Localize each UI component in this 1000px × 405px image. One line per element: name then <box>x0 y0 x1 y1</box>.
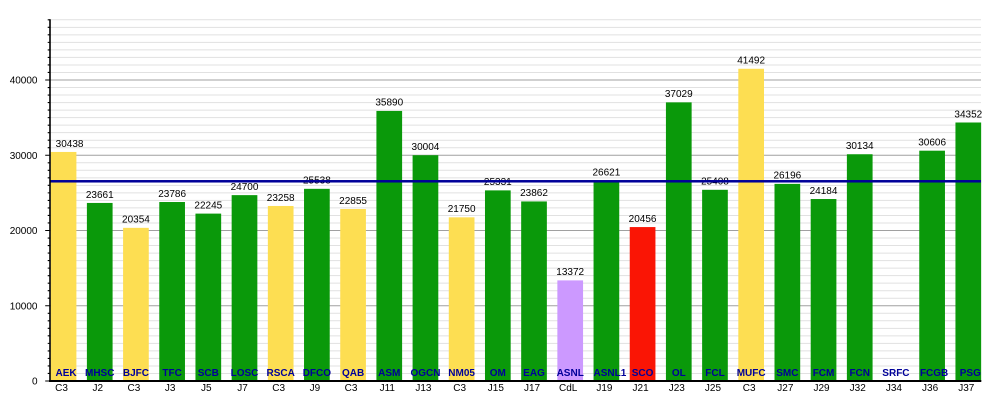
svg-text:ASM: ASM <box>378 368 400 379</box>
svg-text:OGCN: OGCN <box>410 368 440 379</box>
svg-text:TFC: TFC <box>162 368 181 379</box>
svg-text:10000: 10000 <box>10 301 38 312</box>
svg-text:22855: 22855 <box>339 196 367 207</box>
svg-text:J5: J5 <box>201 383 212 394</box>
svg-text:20354: 20354 <box>122 215 150 226</box>
svg-text:26196: 26196 <box>773 171 801 182</box>
svg-text:30438: 30438 <box>56 139 84 150</box>
svg-text:30004: 30004 <box>412 142 440 153</box>
svg-text:DFCO: DFCO <box>303 368 332 379</box>
svg-text:41492: 41492 <box>737 56 765 67</box>
svg-text:24700: 24700 <box>231 182 259 193</box>
svg-text:J36: J36 <box>922 383 939 394</box>
svg-text:J2: J2 <box>92 383 103 394</box>
svg-text:SRFC: SRFC <box>882 368 909 379</box>
svg-text:23786: 23786 <box>158 189 186 200</box>
svg-text:RSCA: RSCA <box>267 368 295 379</box>
svg-text:23661: 23661 <box>86 190 114 201</box>
svg-text:ASNL1: ASNL1 <box>594 368 627 379</box>
svg-text:J15: J15 <box>488 383 505 394</box>
svg-text:C3: C3 <box>345 383 358 394</box>
svg-text:C3: C3 <box>743 383 756 394</box>
svg-text:30000: 30000 <box>10 151 38 162</box>
svg-text:J9: J9 <box>310 383 321 394</box>
svg-text:J3: J3 <box>165 383 176 394</box>
svg-text:22245: 22245 <box>194 200 222 211</box>
svg-text:25331: 25331 <box>484 177 512 188</box>
svg-text:J21: J21 <box>633 383 650 394</box>
svg-text:0: 0 <box>32 377 38 388</box>
svg-text:20456: 20456 <box>629 214 657 225</box>
svg-text:J32: J32 <box>850 383 867 394</box>
svg-text:24184: 24184 <box>810 186 838 197</box>
svg-text:CdL: CdL <box>559 383 578 394</box>
svg-text:BJFC: BJFC <box>123 368 149 379</box>
svg-text:J37: J37 <box>958 383 975 394</box>
svg-text:30134: 30134 <box>846 141 874 152</box>
svg-text:37029: 37029 <box>665 89 693 100</box>
svg-text:J27: J27 <box>777 383 794 394</box>
svg-text:J7: J7 <box>237 383 248 394</box>
svg-text:J19: J19 <box>596 383 613 394</box>
svg-text:C3: C3 <box>55 383 68 394</box>
svg-text:21750: 21750 <box>448 204 476 215</box>
svg-text:QAB: QAB <box>342 368 364 379</box>
svg-text:C3: C3 <box>128 383 141 394</box>
svg-text:SCO: SCO <box>632 368 654 379</box>
svg-text:20000: 20000 <box>10 226 38 237</box>
svg-text:FCN: FCN <box>849 368 870 379</box>
svg-text:MUFC: MUFC <box>737 368 766 379</box>
svg-text:13372: 13372 <box>556 267 584 278</box>
svg-text:FCM: FCM <box>813 368 835 379</box>
svg-text:ASNL: ASNL <box>557 368 584 379</box>
svg-text:AEK: AEK <box>55 368 77 379</box>
svg-text:SMC: SMC <box>776 368 798 379</box>
svg-text:J34: J34 <box>886 383 903 394</box>
svg-text:LOSC: LOSC <box>231 368 259 379</box>
svg-text:J13: J13 <box>415 383 432 394</box>
svg-text:26621: 26621 <box>592 167 620 178</box>
svg-text:35890: 35890 <box>375 98 403 109</box>
svg-text:C3: C3 <box>453 383 466 394</box>
svg-text:NM05: NM05 <box>448 368 475 379</box>
svg-text:OM: OM <box>490 368 506 379</box>
svg-text:J25: J25 <box>705 383 722 394</box>
svg-text:23258: 23258 <box>267 193 295 204</box>
svg-text:PSG: PSG <box>960 368 981 379</box>
svg-text:34352: 34352 <box>954 109 982 120</box>
svg-text:FCGB: FCGB <box>920 368 948 379</box>
svg-text:OL: OL <box>672 368 686 379</box>
svg-text:MHSC: MHSC <box>85 368 114 379</box>
svg-text:C3: C3 <box>272 383 285 394</box>
svg-text:FCL: FCL <box>705 368 724 379</box>
svg-text:J11: J11 <box>380 383 396 394</box>
svg-text:30606: 30606 <box>918 137 946 148</box>
svg-text:J17: J17 <box>524 383 541 394</box>
svg-text:23862: 23862 <box>520 188 548 199</box>
svg-text:40000: 40000 <box>10 76 38 87</box>
svg-text:SCB: SCB <box>198 368 219 379</box>
svg-text:EAG: EAG <box>523 368 545 379</box>
svg-text:J29: J29 <box>813 383 830 394</box>
svg-text:J23: J23 <box>669 383 686 394</box>
